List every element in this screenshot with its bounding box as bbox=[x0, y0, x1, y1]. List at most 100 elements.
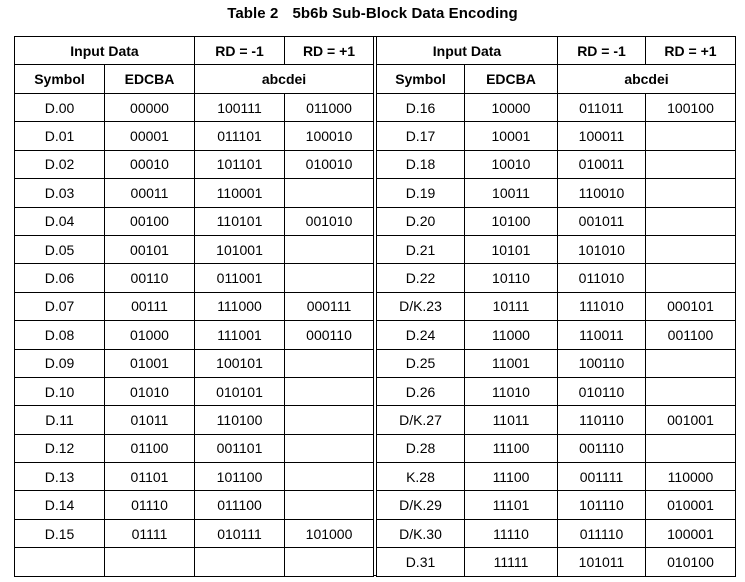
table-row: D.08 01000 111001 000110 bbox=[14, 320, 375, 350]
symbol-cell: D.21 bbox=[375, 234, 465, 265]
table-row: D.19 10011 110010 bbox=[375, 178, 736, 208]
edcba-cell: 00110 bbox=[103, 263, 196, 293]
rd-negative-cell: 011011 bbox=[557, 92, 646, 123]
edcba-cell: 00000 bbox=[103, 92, 196, 123]
symbol-cell: D.16 bbox=[375, 92, 465, 123]
edcba-header: EDCBA bbox=[463, 64, 559, 94]
symbol-cell: D.28 bbox=[375, 433, 465, 464]
symbol-cell: D/K.23 bbox=[375, 291, 465, 322]
table-row: D.21 10101 101010 bbox=[375, 234, 736, 265]
rd-negative-cell: 001011 bbox=[557, 206, 646, 236]
rd-positive-cell bbox=[645, 263, 736, 293]
edcba-cell: 10000 bbox=[463, 92, 559, 123]
edcba-cell: 10101 bbox=[463, 234, 559, 265]
left-table-body: D.00 00000 100111 011000 D.01 00001 011101 1000… bbox=[14, 92, 375, 577]
rd-negative-cell: 001101 bbox=[194, 433, 286, 464]
edcba-cell: 00101 bbox=[103, 234, 196, 265]
rd-negative-cell: 011010 bbox=[557, 263, 646, 293]
rd-positive-cell bbox=[284, 405, 375, 435]
rd-positive-cell bbox=[645, 149, 736, 180]
rd-negative-cell: 011100 bbox=[194, 490, 286, 520]
table-row: D.26 11010 010110 bbox=[375, 376, 736, 407]
rd-negative-cell: 101100 bbox=[194, 462, 286, 492]
symbol-header: Symbol bbox=[14, 64, 105, 94]
edcba-cell bbox=[103, 547, 196, 577]
symbol-cell: D.06 bbox=[14, 263, 105, 293]
rd-positive-cell bbox=[645, 206, 736, 236]
abcdei-header: abcdei bbox=[194, 64, 375, 94]
table-row: D.01 00001 011101 100010 bbox=[14, 121, 375, 151]
table-row: D.15 01111 010111 101000 bbox=[14, 518, 375, 549]
edcba-cell: 11101 bbox=[463, 490, 559, 520]
symbol-cell: D.17 bbox=[375, 121, 465, 151]
rd-negative-cell: 111000 bbox=[194, 291, 286, 322]
table-row: D.03 00011 110001 bbox=[14, 178, 375, 208]
edcba-cell: 01111 bbox=[103, 518, 196, 549]
rd-negative-cell: 010011 bbox=[557, 149, 646, 180]
table-row: D.06 00110 011001 bbox=[14, 263, 375, 293]
right-half-table: Input Data RD = -1 RD = +1 Symbol EDCBA … bbox=[375, 36, 736, 577]
edcba-cell: 11100 bbox=[463, 462, 559, 492]
table-title: 5b6b Sub-Block Data Encoding bbox=[292, 5, 518, 22]
rd-negative-cell: 110010 bbox=[557, 178, 646, 208]
rd-positive-cell: 001001 bbox=[645, 405, 736, 435]
rd-negative-cell: 010101 bbox=[194, 376, 286, 407]
symbol-cell: D.22 bbox=[375, 263, 465, 293]
symbol-cell: D/K.27 bbox=[375, 405, 465, 435]
edcba-cell: 10100 bbox=[463, 206, 559, 236]
rd-positive-cell: 101000 bbox=[284, 518, 375, 549]
edcba-cell: 10011 bbox=[463, 178, 559, 208]
table-row: D.17 10001 100011 bbox=[375, 121, 736, 151]
symbol-cell: K.28 bbox=[375, 462, 465, 492]
symbol-cell: D.12 bbox=[14, 433, 105, 464]
rd-negative-cell: 111010 bbox=[557, 291, 646, 322]
table-row: D.20 10100 001011 bbox=[375, 206, 736, 236]
table-row: D.05 00101 101001 bbox=[14, 234, 375, 265]
rd-negative-cell: 010111 bbox=[194, 518, 286, 549]
rd-negative-cell: 100111 bbox=[194, 92, 286, 123]
symbol-cell: D.20 bbox=[375, 206, 465, 236]
right-table-body: D.16 10000 011011 100100 D.17 10001 100011 D.18… bbox=[375, 92, 736, 577]
rd-negative-cell: 111001 bbox=[194, 320, 286, 350]
rd-positive-cell bbox=[284, 490, 375, 520]
rd-positive-cell: 000111 bbox=[284, 291, 375, 322]
edcba-cell: 11001 bbox=[463, 348, 559, 378]
symbol-cell: D.31 bbox=[375, 547, 465, 577]
symbol-cell: D.10 bbox=[14, 376, 105, 407]
rd-positive-cell: 100010 bbox=[284, 121, 375, 151]
rd-positive-cell: 010100 bbox=[645, 547, 736, 577]
table-row: D.14 01110 011100 bbox=[14, 490, 375, 520]
table-row: D.13 01101 101100 bbox=[14, 462, 375, 492]
edcba-cell: 10110 bbox=[463, 263, 559, 293]
symbol-cell bbox=[14, 547, 105, 577]
rd-positive-cell bbox=[645, 376, 736, 407]
rd-negative-cell: 110100 bbox=[194, 405, 286, 435]
edcba-cell: 11000 bbox=[463, 320, 559, 350]
table-divider bbox=[374, 36, 376, 576]
rd-negative-cell: 001111 bbox=[557, 462, 646, 492]
rd-positive-cell: 001100 bbox=[645, 320, 736, 350]
rd-negative-cell: 100110 bbox=[557, 348, 646, 378]
table-row: D/K.30 11110 011110 100001 bbox=[375, 518, 736, 549]
input-data-header: Input Data bbox=[375, 36, 559, 65]
table-row: D.12 01100 001101 bbox=[14, 433, 375, 464]
encoding-table: Input Data RD = -1 RD = +1 Symbol EDCBA … bbox=[13, 36, 736, 577]
table-row: D.18 10010 010011 bbox=[375, 149, 736, 180]
table-row: D.00 00000 100111 011000 bbox=[14, 92, 375, 123]
rd-positive-cell bbox=[284, 178, 375, 208]
rd-positive-cell bbox=[284, 547, 375, 577]
edcba-cell: 00011 bbox=[103, 178, 196, 208]
table-row: D.07 00111 111000 000111 bbox=[14, 291, 375, 322]
edcba-cell: 10111 bbox=[463, 291, 559, 322]
rd-positive-cell bbox=[645, 433, 736, 464]
edcba-cell: 11010 bbox=[463, 376, 559, 407]
symbol-cell: D.18 bbox=[375, 149, 465, 180]
rd-negative-cell: 110110 bbox=[557, 405, 646, 435]
edcba-cell: 00001 bbox=[103, 121, 196, 151]
rd-negative-cell: 010110 bbox=[557, 376, 646, 407]
table-row bbox=[14, 547, 375, 577]
left-half-table: Input Data RD = -1 RD = +1 Symbol EDCBA … bbox=[13, 36, 375, 577]
rd-positive-header: RD = +1 bbox=[645, 36, 736, 65]
symbol-cell: D.05 bbox=[14, 234, 105, 265]
edcba-cell: 11100 bbox=[463, 433, 559, 464]
